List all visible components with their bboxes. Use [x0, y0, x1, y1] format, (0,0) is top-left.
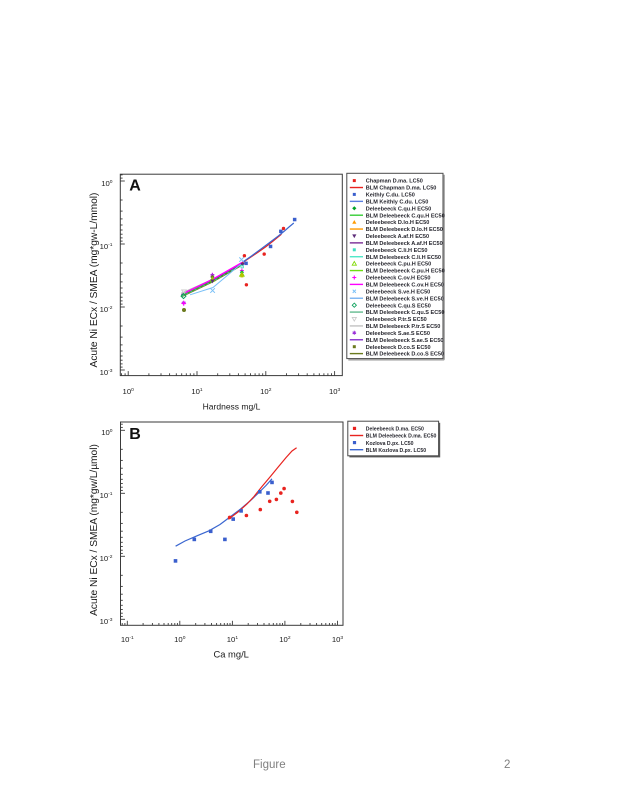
svg-text:Deleebeeck S.ae.S EC50: Deleebeeck S.ae.S EC50	[366, 331, 430, 337]
svg-text:Acute Ni ECx / SMEA (mg*gw-L/m: Acute Ni ECx / SMEA (mg*gw-L/mmol)	[89, 193, 100, 368]
svg-text:Deleebeeck A.af.H EC50: Deleebeeck A.af.H EC50	[366, 234, 429, 240]
svg-text:2: 2	[504, 759, 510, 771]
svg-text:B: B	[129, 426, 141, 443]
svg-text:101: 101	[227, 635, 239, 644]
svg-text:BLM Deleebeeck S.ve.H EC50: BLM Deleebeeck S.ve.H EC50	[366, 296, 444, 302]
svg-text:Chapman D.ma. LC50: Chapman D.ma. LC50	[366, 179, 423, 185]
svg-text:BLM Deleebeeck D.co.S EC50: BLM Deleebeeck D.co.S EC50	[366, 352, 444, 358]
svg-text:Deleebeeck C.qu.H EC50: Deleebeeck C.qu.H EC50	[366, 206, 431, 212]
svg-text:10-3: 10-3	[100, 617, 113, 626]
svg-text:100: 100	[101, 179, 113, 188]
svg-text:10-1: 10-1	[100, 242, 113, 251]
svg-text:BLM Deleebeeck C.qu.S EC50: BLM Deleebeeck C.qu.S EC50	[366, 310, 445, 316]
svg-text:BLM Deleebeeck D.lo.H EC50: BLM Deleebeeck D.lo.H EC50	[366, 227, 443, 233]
svg-text:Hardness mg/L: Hardness mg/L	[203, 401, 261, 411]
svg-text:Deleebeeck C.ov.H EC50: Deleebeeck C.ov.H EC50	[366, 276, 431, 282]
svg-text:102: 102	[260, 387, 272, 396]
svg-text:10-3: 10-3	[100, 368, 113, 377]
svg-text:BLM Deleebeeck C.pu.H EC50: BLM Deleebeeck C.pu.H EC50	[366, 269, 445, 275]
svg-text:Kozlova D.px. LC50: Kozlova D.px. LC50	[366, 441, 414, 447]
svg-text:103: 103	[332, 635, 344, 644]
svg-text:BLM Deleebeeck C.qu.H EC50: BLM Deleebeeck C.qu.H EC50	[366, 213, 445, 219]
svg-text:BLM Kozlova D.px. LC50: BLM Kozlova D.px. LC50	[366, 448, 426, 454]
svg-text:Keithly C.du. LC50: Keithly C.du. LC50	[366, 193, 415, 199]
svg-text:BLM Chapman D.ma. LC50: BLM Chapman D.ma. LC50	[366, 186, 437, 192]
svg-text:Ca mg/L: Ca mg/L	[213, 648, 248, 659]
svg-text:BLM Deleebeeck D.ma. EC50: BLM Deleebeeck D.ma. EC50	[366, 434, 437, 440]
svg-text:10-2: 10-2	[100, 305, 113, 314]
svg-text:101: 101	[191, 387, 203, 396]
svg-text:Deleebeeck S.ve.H EC50: Deleebeeck S.ve.H EC50	[366, 289, 430, 295]
svg-text:100: 100	[123, 387, 135, 396]
svg-text:BLM Deleebeeck P.tr.S EC50: BLM Deleebeeck P.tr.S EC50	[366, 324, 441, 330]
svg-text:BLM Deleebeeck S.ae.S EC50: BLM Deleebeeck S.ae.S EC50	[366, 338, 444, 344]
svg-text:Deleebeeck D.lo.H EC50: Deleebeeck D.lo.H EC50	[366, 220, 430, 226]
svg-text:102: 102	[279, 635, 291, 644]
svg-text:BLM Deleebeeck C.ov.H EC50: BLM Deleebeeck C.ov.H EC50	[366, 283, 444, 289]
svg-text:Acute Ni ECx / SMEA (mg*gw/L/µ: Acute Ni ECx / SMEA (mg*gw/L/µmol)	[89, 444, 100, 616]
svg-text:Deleebeeck C.li.H EC50: Deleebeeck C.li.H EC50	[366, 248, 428, 254]
svg-text:Deleebeeck C.pu.H EC50: Deleebeeck C.pu.H EC50	[366, 262, 431, 268]
svg-text:Deleebeeck C.qu.S EC50: Deleebeeck C.qu.S EC50	[366, 303, 431, 309]
svg-text:Deleebeeck D.co.S EC50: Deleebeeck D.co.S EC50	[366, 345, 431, 351]
svg-text:BLM Deleebeeck C.li.H EC50: BLM Deleebeeck C.li.H EC50	[366, 255, 441, 261]
svg-text:100: 100	[101, 428, 113, 437]
svg-text:10-1: 10-1	[121, 635, 134, 644]
svg-text:BLM Deleebeeck A.af.H EC50: BLM Deleebeeck A.af.H EC50	[366, 241, 443, 247]
svg-text:103: 103	[329, 387, 341, 396]
svg-text:Deleebeeck P.tr.S EC50: Deleebeeck P.tr.S EC50	[366, 317, 427, 323]
svg-text:10-2: 10-2	[100, 554, 113, 563]
svg-text:100: 100	[174, 635, 186, 644]
svg-text:10-1: 10-1	[100, 491, 113, 500]
svg-text:A: A	[129, 177, 141, 194]
svg-text:Figure: Figure	[253, 759, 286, 771]
svg-text:Deleebeeck D.ma. EC50: Deleebeeck D.ma. EC50	[366, 427, 424, 433]
svg-text:BLM Keithly C.du. LC50: BLM Keithly C.du. LC50	[366, 199, 429, 205]
